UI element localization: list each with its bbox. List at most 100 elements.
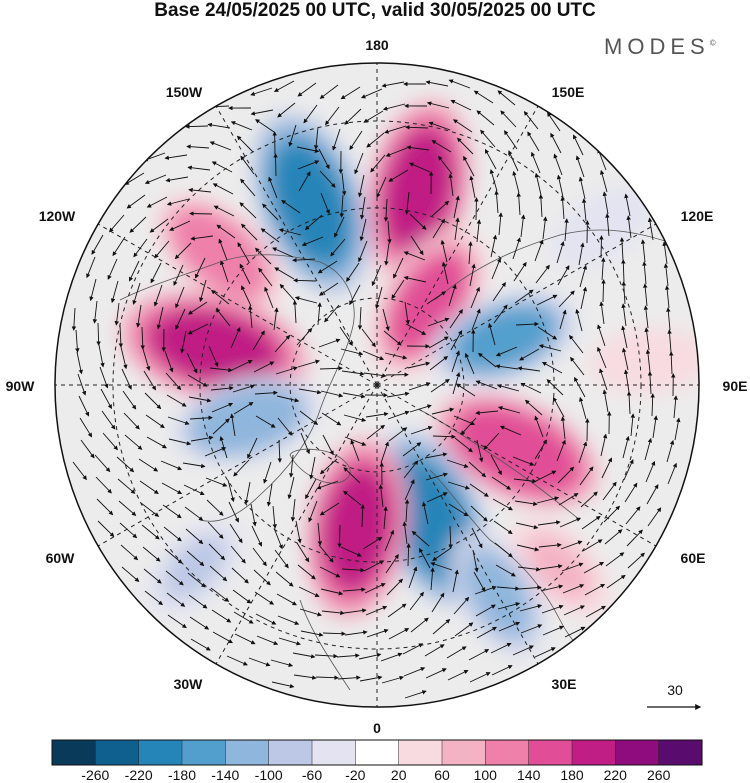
lon-label-60w: 60W	[46, 550, 76, 566]
wind-arrow	[626, 529, 643, 547]
wind-arrow	[405, 125, 429, 130]
wind-arrow	[453, 195, 460, 219]
wind-arrow	[578, 176, 586, 200]
wind-arrow	[297, 359, 320, 368]
lon-label-90w: 90W	[6, 378, 36, 394]
wind-arrow	[384, 352, 408, 360]
wind-arrow	[207, 122, 231, 129]
wind-arrow	[498, 212, 503, 236]
wind-arrow	[292, 300, 298, 324]
wind-arrow	[382, 308, 390, 332]
wind-arrow	[313, 126, 319, 150]
wind-arrow	[343, 467, 361, 484]
wind-arrow	[187, 165, 211, 171]
wind-arrow	[186, 352, 198, 374]
wind-arrow	[476, 439, 484, 463]
wind-arrow	[662, 241, 668, 265]
wind-arrow	[500, 110, 517, 128]
wind-arrow	[294, 296, 318, 304]
wind-arrow	[239, 263, 251, 285]
wind-arrow	[431, 592, 445, 613]
wind-arrow	[71, 307, 77, 331]
wind-arrow	[383, 198, 389, 222]
wind-arrow	[430, 562, 453, 571]
wind-arrow	[527, 131, 540, 152]
wind-arrow	[517, 566, 541, 572]
wind-arrow	[219, 436, 228, 459]
wind-arrow	[468, 461, 487, 478]
wind-arrow	[174, 242, 192, 260]
wind-arrow	[476, 219, 482, 243]
wind-arrow	[403, 275, 427, 283]
wind-arrow	[342, 392, 366, 399]
wind-arrow	[403, 667, 426, 677]
wind-arrow	[426, 492, 448, 503]
wind-arrow	[250, 503, 257, 527]
wind-arrow	[296, 542, 310, 563]
wind-arrow	[124, 434, 143, 450]
wind-arrow	[187, 323, 209, 335]
wind-arrow	[619, 237, 625, 261]
wind-arrow	[360, 88, 383, 99]
asia-coast	[434, 229, 691, 301]
wind-arrow	[516, 544, 540, 552]
wind-arrow	[476, 110, 495, 126]
wind-arrow	[407, 361, 431, 369]
wind-arrow	[361, 328, 376, 348]
wind-arrow	[626, 215, 632, 239]
anomaly-center	[365, 99, 472, 281]
wind-arrow	[141, 524, 160, 540]
wind-arrow	[535, 470, 557, 482]
wind-arrow	[490, 234, 498, 258]
meridian-line	[376, 105, 539, 386]
wind-arrow	[206, 499, 224, 516]
wind-arrow	[319, 458, 338, 475]
wind-arrow	[76, 351, 83, 375]
wind-arrow	[364, 583, 386, 594]
wind-arrow	[209, 367, 233, 373]
wind-arrow	[624, 193, 631, 217]
wind-arrow	[144, 392, 162, 410]
wind-arrow	[211, 609, 232, 623]
wind-arrow	[117, 478, 136, 494]
wind-arrow	[630, 413, 635, 437]
wind-arrow	[644, 437, 653, 461]
wind-arrow	[120, 544, 139, 561]
wind-arrow	[299, 410, 319, 425]
wind-arrow	[512, 237, 521, 260]
wind-arrow	[318, 282, 339, 296]
wind-arrow	[645, 349, 651, 373]
wind-arrow	[142, 546, 161, 562]
wind-arrow	[604, 529, 623, 545]
wind-arrow	[258, 267, 273, 287]
wind-arrow	[185, 124, 209, 129]
wind-arrow	[393, 257, 404, 279]
wind-arrow	[561, 562, 584, 572]
wind-arrow	[425, 80, 449, 87]
wind-arrow	[208, 345, 219, 368]
wind-arrow	[248, 305, 253, 329]
wind-arrow	[600, 433, 608, 457]
wind-arrow	[451, 350, 460, 373]
wind-arrow	[186, 550, 205, 567]
wind-arrow	[305, 478, 317, 500]
wind-arrow	[515, 321, 539, 327]
wind-arrow	[121, 566, 140, 582]
wind-arrow	[263, 461, 272, 484]
wind-arrow	[515, 522, 539, 530]
wind-arrow	[602, 389, 609, 413]
wind-arrow	[164, 154, 188, 160]
atlantic-coast	[299, 599, 351, 691]
colorbar-tick-label: -20	[345, 767, 365, 783]
wind-arrow	[144, 590, 164, 606]
wind-arrow	[432, 218, 445, 239]
wind-arrow	[175, 308, 186, 330]
wind-arrow	[363, 560, 385, 572]
wind-arrow	[495, 364, 519, 370]
wind-arrow	[410, 617, 429, 633]
wind-arrow	[298, 388, 322, 395]
wind-arrow	[666, 307, 671, 331]
colorbar-bin	[181, 739, 226, 766]
wind-arrow	[429, 355, 449, 371]
